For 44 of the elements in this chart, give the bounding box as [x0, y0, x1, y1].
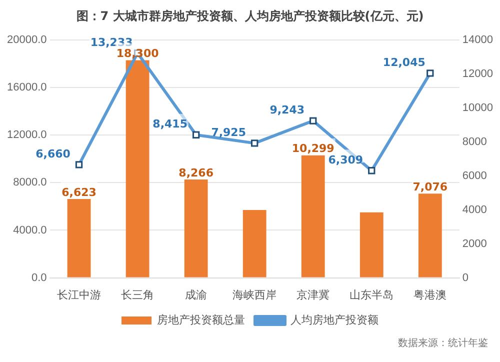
data-label: 18,300: [116, 47, 160, 60]
y-tick-label: 20000.0: [6, 34, 47, 46]
data-label: 10,299: [292, 142, 334, 156]
bar: [301, 155, 325, 278]
bar: [242, 210, 266, 278]
y2-tick-label: 10000: [462, 102, 494, 114]
bar: [184, 180, 208, 278]
y2-tick-label: 8000: [462, 136, 487, 148]
y2-tick-label: 6000: [462, 170, 487, 182]
y2-tick-label: 0: [462, 272, 469, 284]
x-tick-label: 长三角: [121, 288, 154, 302]
x-tick-label: 粤港澳: [414, 288, 447, 302]
x-tick-label: 长江中游: [57, 288, 102, 302]
y-tick-label: 12000.0: [6, 129, 47, 142]
legend-label: 房地产投资额总量: [157, 314, 245, 327]
y2-tick-label: 14000: [462, 34, 494, 46]
data-label: 6,623: [62, 186, 96, 199]
y-tick-label: 8000.0: [13, 176, 47, 189]
x-tick-label: 山东半岛: [350, 288, 394, 302]
y2-tick-label: 4000: [462, 204, 487, 216]
bar: [418, 194, 442, 278]
x-tick-label: 京津冀: [296, 288, 330, 302]
data-label: 8,415: [152, 118, 188, 131]
y2-tick-label: 2000: [462, 238, 487, 250]
data-label: 7,076: [412, 180, 448, 194]
data-label: 13,233: [90, 36, 133, 49]
x-tick-label: 海峡西岸: [232, 288, 277, 302]
y-tick-label: 16000.0: [6, 82, 47, 94]
bar: [67, 199, 91, 278]
bar: [126, 60, 150, 278]
y2-tick-label: 12000: [462, 68, 494, 80]
y-tick-label: 4000.0: [13, 224, 47, 236]
data-label: 6,309: [328, 153, 364, 166]
source-note: 数据来源：统计年鉴: [398, 336, 488, 350]
chart-title: 图：7 大城市群房地产投资额、人均房地产投资额比较(亿元、元): [75, 8, 425, 25]
bar: [360, 212, 384, 278]
x-tick-label: 成渝: [185, 288, 208, 302]
legend-label: 人均房地产投资额: [290, 314, 378, 327]
data-label: 6,660: [36, 148, 71, 161]
data-label: 8,266: [178, 166, 214, 180]
data-label: 7,925: [211, 126, 246, 140]
data-label: 12,045: [382, 56, 426, 70]
data-label: 9,243: [270, 104, 305, 117]
y-tick-label: 0.0: [31, 272, 47, 284]
